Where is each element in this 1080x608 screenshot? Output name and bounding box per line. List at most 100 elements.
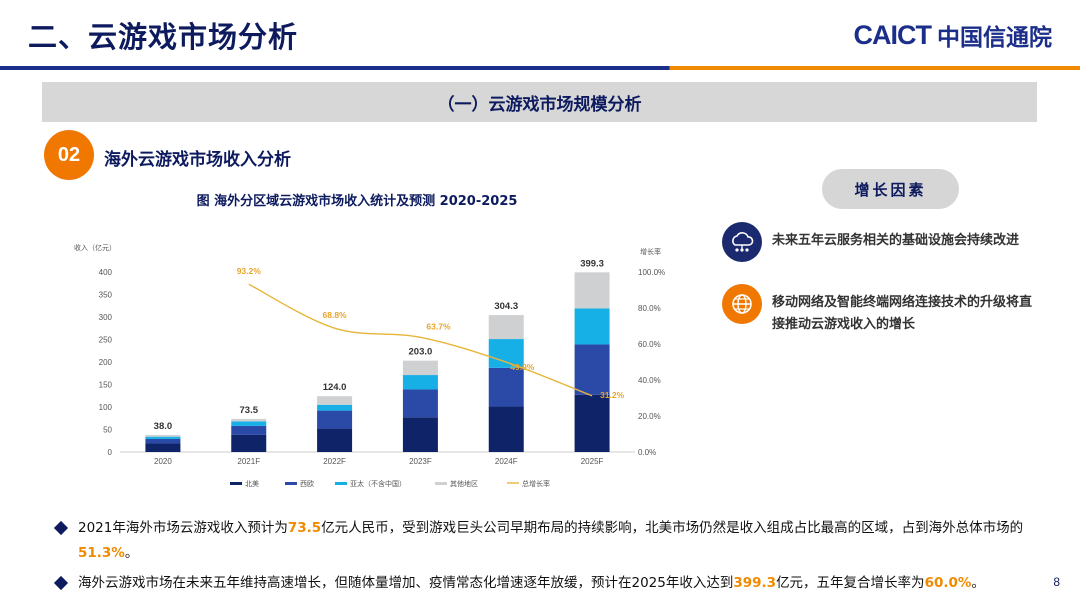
growth-data-label: 93.2% bbox=[237, 266, 262, 276]
bar-segment bbox=[488, 367, 524, 407]
bullet-text: 海外云游戏市场在未来五年维持高速增长，但随体量增加、疫情常态化增速逐年放缓，预计… bbox=[78, 571, 1036, 596]
bar-segment bbox=[574, 272, 610, 309]
logo-text-en: CAICT bbox=[853, 19, 932, 50]
highlight-value: 73.5 bbox=[287, 520, 322, 536]
y-tick-label: 200 bbox=[99, 358, 113, 367]
legend-swatch bbox=[335, 482, 347, 485]
y-tick-label: 400 bbox=[99, 268, 113, 277]
bar-segment bbox=[574, 344, 610, 395]
y-tick-label: 350 bbox=[99, 291, 113, 300]
legend-swatch bbox=[435, 482, 447, 485]
bar-segment bbox=[317, 396, 353, 405]
page-title: 二、云游戏市场分析 bbox=[28, 20, 299, 54]
section-title: （一）云游戏市场规模分析 bbox=[437, 94, 642, 115]
bar-segment bbox=[402, 389, 438, 418]
caict-logo: CAICT 中国信通院 bbox=[854, 18, 1053, 52]
bar-segment bbox=[574, 394, 610, 452]
total-data-label: 203.0 bbox=[409, 347, 433, 358]
total-data-label: 73.5 bbox=[240, 405, 259, 416]
bar-segment bbox=[231, 425, 267, 435]
y2-tick-label: 100.0% bbox=[638, 268, 665, 277]
growth-data-label: 31.2% bbox=[600, 390, 625, 400]
globe-icon bbox=[722, 284, 762, 324]
legend-label: 北美 bbox=[245, 479, 259, 488]
text-run: 。 bbox=[971, 575, 985, 591]
y2-tick-label: 40.0% bbox=[638, 376, 661, 385]
text-run: 海外云游戏市场在未来五年维持高速增长，但随体量增加、疫情常态化增速逐年放缓，预计… bbox=[78, 575, 734, 591]
y2-tick-label: 20.0% bbox=[638, 412, 661, 421]
subsection-number-badge: 02 bbox=[44, 130, 94, 180]
revenue-chart: 收入（亿元） 增长率 0 50 100 150 200 250 300 350 400 0.0% 20.… bbox=[74, 243, 665, 488]
factor-item-network: 移动网络及智能终端网络连接技术的升级将直接推动云游戏收入的增长 bbox=[722, 284, 1042, 336]
highlight-value: 51.3% bbox=[78, 545, 125, 561]
diamond-bullet-icon bbox=[53, 575, 69, 591]
highlight-value: 399.3 bbox=[733, 575, 777, 591]
bullet-point: 2021年海外市场云游戏收入预计为73.5亿元人民币，受到游戏巨头公司早期布局的… bbox=[53, 516, 1036, 566]
diamond-bullet-icon bbox=[53, 520, 69, 536]
bullet-text: 2021年海外市场云游戏收入预计为73.5亿元人民币，受到游戏巨头公司早期布局的… bbox=[78, 516, 1036, 566]
legend-label: 总增长率 bbox=[522, 479, 550, 488]
y-tick-label: 250 bbox=[99, 336, 113, 345]
bar-segment bbox=[145, 436, 181, 439]
total-data-label: 399.3 bbox=[580, 258, 604, 269]
y-tick-label: 0 bbox=[108, 448, 113, 457]
x-tick-label: 2021F bbox=[237, 457, 260, 466]
bar-segment bbox=[402, 360, 438, 376]
bar-segment bbox=[145, 434, 181, 437]
bar-segment bbox=[488, 339, 524, 368]
x-tick-label: 2025F bbox=[581, 457, 604, 466]
y-tick-label: 150 bbox=[99, 381, 113, 390]
legend-label: 其他地区 bbox=[450, 479, 478, 488]
text-run: 亿元人民币，受到游戏巨头公司早期布局的持续影响，北美市场仍然是收入组成占比最高的… bbox=[321, 520, 1024, 536]
factor-text: 未来五年云服务相关的基础设施会持续改进 bbox=[772, 233, 1020, 248]
bullet-point: 海外云游戏市场在未来五年维持高速增长，但随体量增加、疫情常态化增速逐年放缓，预计… bbox=[53, 571, 1036, 596]
text-run: 2021年海外市场云游戏收入预计为 bbox=[78, 520, 288, 536]
growth-data-label: 68.8% bbox=[323, 310, 348, 320]
bar-segment bbox=[145, 438, 181, 444]
page-number: 8 bbox=[1053, 575, 1060, 589]
factor-item-infrastructure: 未来五年云服务相关的基础设施会持续改进 bbox=[722, 222, 1042, 262]
total-data-label: 124.0 bbox=[323, 382, 347, 393]
growth-rate-line bbox=[248, 283, 593, 397]
bar-segment bbox=[488, 406, 524, 452]
y2-tick-label: 80.0% bbox=[638, 304, 661, 313]
x-tick-label: 2023F bbox=[409, 457, 432, 466]
bar-segment bbox=[402, 417, 438, 452]
section-band: （一）云游戏市场规模分析 bbox=[42, 82, 1037, 122]
chart-title: 图 海外分区域云游戏市场收入统计及预测 2020-2025 bbox=[196, 194, 518, 209]
bar-segment bbox=[145, 443, 181, 452]
bar-segment bbox=[317, 428, 353, 452]
growth-factors-title: 增长因素 bbox=[822, 169, 959, 209]
legend-swatch bbox=[285, 482, 297, 485]
text-run: 。 bbox=[124, 545, 139, 561]
y-tick-label: 300 bbox=[99, 313, 113, 322]
bar-segment bbox=[488, 315, 524, 340]
bar-segment bbox=[402, 375, 438, 390]
x-tick-label: 2022F bbox=[323, 457, 346, 466]
logo-text-cn: 中国信通院 bbox=[937, 25, 1052, 51]
legend-swatch bbox=[230, 482, 242, 485]
total-data-label: 304.3 bbox=[494, 301, 518, 312]
bar-segment bbox=[231, 421, 267, 426]
text-run: 亿元，五年复合增长率为 bbox=[776, 575, 925, 591]
bar-segment bbox=[231, 434, 267, 452]
y-axis-label: 收入（亿元） bbox=[74, 243, 116, 252]
subsection-title: 海外云游戏市场收入分析 bbox=[104, 150, 291, 170]
x-tick-label: 2020 bbox=[154, 457, 172, 466]
bar-segment bbox=[231, 418, 267, 422]
y2-tick-label: 0.0% bbox=[638, 448, 656, 457]
total-data-label: 38.0 bbox=[154, 421, 173, 432]
bar-segment bbox=[317, 404, 353, 411]
x-tick-label: 2024F bbox=[495, 457, 518, 466]
growth-data-label: 63.7% bbox=[426, 321, 451, 331]
bar-segment bbox=[317, 410, 353, 429]
legend-label: 西欧 bbox=[300, 479, 314, 488]
cloud-network-icon bbox=[722, 222, 762, 262]
factor-text: 移动网络及智能终端网络连接技术的升级将直接推动云游戏收入的增长 bbox=[772, 295, 1033, 332]
header-divider bbox=[0, 66, 1080, 70]
legend-label: 亚太（不含中国） bbox=[350, 479, 406, 488]
highlight-value: 60.0% bbox=[924, 575, 972, 591]
y-tick-label: 50 bbox=[103, 426, 112, 435]
growth-data-label: 49.9% bbox=[510, 362, 535, 372]
y-tick-label: 100 bbox=[99, 403, 113, 412]
